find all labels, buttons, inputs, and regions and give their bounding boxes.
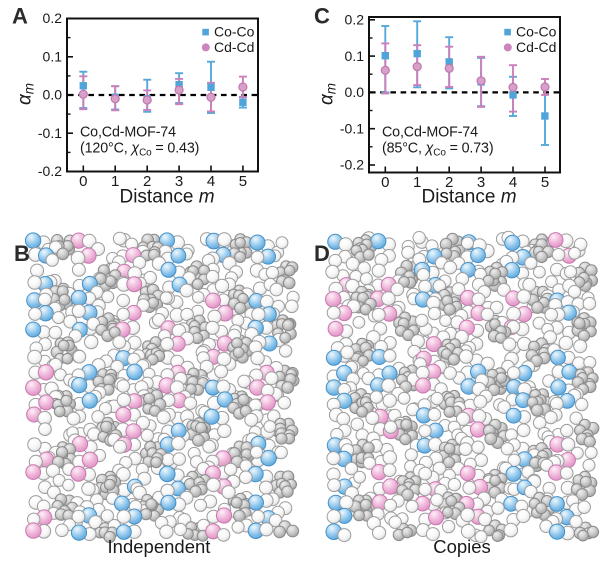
svg-text:5: 5 (541, 174, 549, 191)
svg-text:Cd-Cd: Cd-Cd (214, 39, 254, 55)
svg-text:-0.2: -0.2 (340, 157, 364, 173)
svg-text:2: 2 (445, 174, 453, 191)
svg-text:1: 1 (111, 173, 119, 190)
svg-text:D: D (314, 241, 330, 266)
svg-text:Co-Co: Co-Co (516, 24, 557, 40)
svg-text:Co,Cd-MOF-74: Co,Cd-MOF-74 (80, 124, 176, 140)
svg-text:(120°C, χCo = 0.43): (120°C, χCo = 0.43) (80, 141, 199, 159)
svg-text:0.0: 0.0 (345, 84, 365, 100)
svg-text:-0.2: -0.2 (38, 163, 62, 179)
svg-text:Co,Cd-MOF-74: Co,Cd-MOF-74 (382, 124, 478, 140)
svg-text:Co-Co: Co-Co (214, 24, 255, 40)
svg-text:-0.1: -0.1 (38, 125, 62, 141)
svg-text:1: 1 (413, 174, 421, 191)
svg-text:Copies: Copies (433, 536, 491, 557)
svg-text:0.2: 0.2 (345, 12, 365, 28)
svg-text:0.1: 0.1 (43, 49, 63, 65)
svg-text:0.0: 0.0 (43, 87, 63, 103)
svg-text:0: 0 (381, 174, 389, 191)
svg-text:B: B (14, 241, 30, 266)
svg-text:4: 4 (207, 173, 215, 190)
svg-text:5: 5 (239, 173, 247, 190)
svg-text:0.1: 0.1 (345, 48, 365, 64)
svg-text:3: 3 (175, 173, 183, 190)
svg-text:4: 4 (509, 174, 517, 191)
svg-text:A: A (12, 4, 28, 29)
svg-text:2: 2 (143, 173, 151, 190)
svg-text:Distance m: Distance m (119, 186, 214, 207)
svg-text:Independent: Independent (108, 536, 211, 557)
svg-text:C: C (314, 4, 330, 29)
svg-text:0: 0 (79, 173, 87, 190)
svg-text:3: 3 (477, 174, 485, 191)
svg-text:Cd-Cd: Cd-Cd (516, 39, 556, 55)
svg-text:0.2: 0.2 (43, 10, 63, 26)
svg-text:Distance m: Distance m (421, 186, 516, 207)
svg-text:-0.1: -0.1 (340, 120, 364, 136)
svg-text:(85°C, χCo = 0.73): (85°C, χCo = 0.73) (382, 141, 493, 159)
